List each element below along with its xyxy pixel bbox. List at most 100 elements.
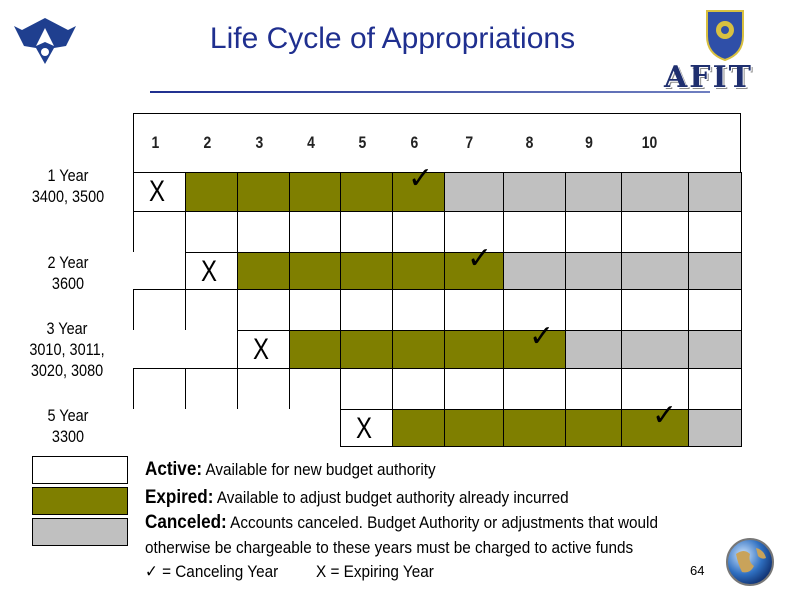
timeline-cell-row4-year6 [392, 409, 445, 447]
row-label-line: 3300 [51, 427, 85, 446]
legend-expired-desc: Available to adjust budget authority alr… [216, 488, 569, 507]
spacer-cell-row1-year5 [340, 211, 393, 253]
timeline-cell-row2-year9 [565, 252, 622, 290]
spacer-cell-row2-year3 [237, 289, 290, 331]
timeline-cell-row1-year5 [340, 172, 393, 212]
timeline-cell-row1-year1 [133, 172, 186, 212]
timeline-cell-row1-year9 [565, 172, 622, 212]
year-header-4: 4 [307, 133, 315, 152]
timeline-cell-row3-year7 [444, 330, 504, 369]
legend-canceled-desc-2: otherwise be chargeable to these years m… [145, 538, 687, 558]
canceling-mark-row3: ✓ [529, 319, 555, 354]
page-title: Life Cycle of Appropriations [209, 22, 576, 55]
legend-expired: Expired: Available to adjust budget auth… [145, 487, 616, 509]
timeline-cell-row4-year2 [185, 409, 238, 447]
appropriation-timeline-grid: 1 2 3 4 5 6 7 8 9 10 X ✓ 1 Year 3400, 3500 X ✓ 2 Year 360… [20, 113, 742, 447]
spacer-cell-row1-year8 [503, 211, 566, 253]
spacer-cell-row3-year5 [340, 368, 393, 410]
legend-key-x-text: X = Expiring Year [316, 562, 434, 581]
afit-shield-icon [706, 10, 744, 62]
row-label-2: 2 Year 3600 [26, 252, 111, 294]
spacer-cell-row2-year10 [621, 289, 689, 331]
spacer-cell-row1-year2 [185, 211, 238, 253]
timeline-cell-row3-year1 [133, 330, 186, 369]
canceling-mark-row2: ✓ [467, 241, 493, 276]
timeline-cell-row4-year4 [289, 409, 341, 447]
spacer-cell-row1-year3 [237, 211, 290, 253]
timeline-cell-row2-year8 [503, 252, 566, 290]
legend-canceled-desc: Accounts canceled. Budget Authority or a… [230, 513, 658, 532]
row-label-line: 3020, 3080 [30, 361, 104, 380]
row-label-line: 5 Year [47, 406, 89, 425]
timeline-cell-row4-year3 [237, 409, 290, 447]
year-header-8: 8 [525, 133, 534, 152]
spacer-cell-row2-year2 [185, 289, 238, 331]
canceling-mark-row1: ✓ [408, 161, 434, 196]
timeline-cell-row1-year4 [289, 172, 341, 212]
row-label-line: 3 Year [46, 319, 88, 338]
legend-key-x: X = Expiring Year [316, 562, 447, 582]
timeline-cell-row3-year10 [621, 330, 689, 369]
expiring-mark-row4: X [356, 412, 373, 445]
legend-canceled: Canceled: Accounts canceled. Budget Auth… [145, 512, 715, 534]
expiring-mark-row1: X [149, 175, 166, 208]
timeline-cell-row1-year11 [688, 172, 742, 212]
air-force-logo [14, 18, 76, 64]
spacer-cell-row1-year10 [621, 211, 689, 253]
expiring-mark-row2: X [201, 255, 218, 288]
spacer-cell-row3-year1 [133, 368, 186, 410]
spacer-cell-row1-year11 [688, 211, 742, 253]
timeline-cell-row2-year5 [340, 252, 393, 290]
timeline-cell-row3-year6 [392, 330, 445, 369]
year-header-9: 9 [585, 133, 593, 152]
timeline-cell-row1-year10 [621, 172, 689, 212]
timeline-cell-row2-year6 [392, 252, 445, 290]
spacer-cell-row2-year9 [565, 289, 622, 331]
spacer-cell-row1-year1 [133, 211, 186, 253]
legend-key-check-text: ✓ = Canceling Year [145, 562, 279, 581]
spacer-cell-row3-year6 [392, 368, 445, 410]
spacer-cell-row3-year4 [289, 368, 341, 410]
timeline-cell-row3-year8 [503, 330, 566, 369]
timeline-cell-row3-year4 [289, 330, 341, 369]
timeline-cell-row4-year1 [133, 409, 186, 447]
header-row [133, 113, 741, 172]
timeline-cell-row1-year8 [503, 172, 566, 212]
timeline-cell-row3-year11 [688, 330, 742, 369]
row-label-1: 1 Year 3400, 3500 [26, 165, 111, 207]
spacer-cell-row2-year4 [289, 289, 341, 331]
title-divider [150, 91, 710, 93]
row-label-line: 3400, 3500 [31, 187, 105, 206]
year-header-1: 1 [151, 133, 160, 152]
row-label-line: 2 Year [47, 253, 89, 272]
spacer-cell-row1-year9 [565, 211, 622, 253]
row-label-4: 5 Year 3300 [26, 405, 111, 447]
spacer-cell-row2-year11 [688, 289, 742, 331]
timeline-cell-row1-year3 [237, 172, 290, 212]
timeline-cell-row2-year11 [688, 252, 742, 290]
timeline-cell-row2-year1 [133, 252, 186, 290]
row-label-line: 3600 [51, 274, 85, 293]
timeline-cell-row4-year10 [621, 409, 689, 447]
year-header-3: 3 [255, 133, 264, 152]
timeline-cell-row3-year5 [340, 330, 393, 369]
timeline-cell-row3-year2 [185, 330, 238, 369]
legend-swatch-canceled [32, 518, 128, 546]
spacer-cell-row2-year7 [444, 289, 504, 331]
spacer-cell-row2-year6 [392, 289, 445, 331]
spacer-cell-row3-year2 [185, 368, 238, 410]
expiring-mark-row3: X [253, 333, 270, 366]
spacer-cell-row3-year8 [503, 368, 566, 410]
spacer-cell-row2-year5 [340, 289, 393, 331]
legend-expired-term: Expired: [145, 487, 214, 508]
year-header-2: 2 [203, 133, 212, 152]
timeline-cell-row2-year3 [237, 252, 290, 290]
legend-active-term: Active: [145, 459, 203, 480]
spacer-cell-row1-year6 [392, 211, 445, 253]
timeline-cell-row4-year11 [688, 409, 742, 447]
spacer-cell-row2-year1 [133, 289, 186, 331]
legend-key-check: ✓ = Canceling Year [145, 562, 293, 582]
row-label-3: 3 Year 3010, 3011, 3020, 3080 [20, 318, 114, 381]
timeline-cell-row2-year4 [289, 252, 341, 290]
legend-canceled-desc2-text: otherwise be chargeable to these years m… [145, 538, 634, 557]
